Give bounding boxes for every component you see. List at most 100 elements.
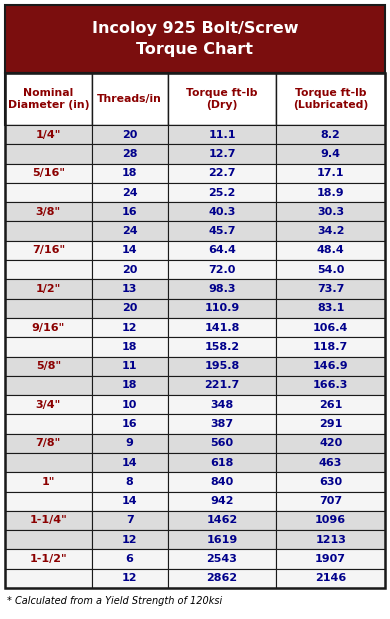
Text: 11: 11 [122,361,137,371]
Bar [5,125,92,144]
Text: 40.3: 40.3 [208,207,236,217]
Text: 348: 348 [210,400,234,410]
Bar [5,491,92,511]
Bar [92,530,168,550]
Bar [277,163,385,183]
Bar [277,434,385,453]
Text: 1": 1" [42,477,55,487]
Bar [168,530,277,550]
Bar [277,222,385,241]
Bar [168,376,277,395]
Text: 45.7: 45.7 [208,226,236,236]
Bar [277,376,385,395]
Text: 24: 24 [122,226,137,236]
Text: Torque ft-lb
(Dry): Torque ft-lb (Dry) [186,88,258,110]
Bar [168,453,277,472]
Text: 3/4": 3/4" [36,400,61,410]
Bar [168,395,277,414]
Bar [5,5,385,73]
Bar [92,73,168,125]
Text: 54.0: 54.0 [317,265,344,275]
Bar [168,222,277,241]
Text: 12.7: 12.7 [208,149,236,159]
Text: 8: 8 [126,477,133,487]
Bar [5,414,92,434]
Text: 16: 16 [122,419,137,429]
Text: Torque ft-lb
(Lubricated): Torque ft-lb (Lubricated) [293,88,368,110]
Bar [277,73,385,125]
Bar [5,73,385,588]
Bar [92,357,168,376]
Bar [5,163,92,183]
Text: 166.3: 166.3 [313,381,348,391]
Text: * Calculated from a Yield Strength of 120ksi: * Calculated from a Yield Strength of 12… [7,596,222,606]
Bar [277,530,385,550]
Bar [277,279,385,298]
Text: 1462: 1462 [206,516,238,526]
Text: 10: 10 [122,400,137,410]
Bar [5,241,92,260]
Text: 20: 20 [122,303,137,313]
Text: 2543: 2543 [207,554,238,564]
Bar [5,202,92,222]
Text: 20: 20 [122,265,137,275]
Bar [277,472,385,491]
Text: 18.9: 18.9 [317,188,344,197]
Text: 1/4": 1/4" [35,129,61,140]
Bar [92,569,168,588]
Text: 12: 12 [122,573,137,583]
Text: 2862: 2862 [206,573,238,583]
Bar [168,241,277,260]
Text: 11.1: 11.1 [208,129,236,140]
Bar [5,434,92,453]
Bar [5,73,92,125]
Bar [92,511,168,530]
Text: 9: 9 [126,438,134,448]
Text: 8.2: 8.2 [321,129,340,140]
Bar [277,202,385,222]
Bar [5,183,92,202]
Bar [277,125,385,144]
Text: 20: 20 [122,129,137,140]
Bar [277,395,385,414]
Text: 221.7: 221.7 [204,381,239,391]
Text: 1-1/2": 1-1/2" [30,554,67,564]
Text: 7/16": 7/16" [32,245,65,256]
Text: 14: 14 [122,457,137,467]
Text: 30.3: 30.3 [317,207,344,217]
Bar [92,395,168,414]
Bar [168,260,277,279]
Bar [5,511,92,530]
Bar [168,318,277,337]
Bar [168,298,277,318]
Bar [92,337,168,357]
Text: 2146: 2146 [315,573,346,583]
Bar [5,298,92,318]
Bar [168,163,277,183]
Text: 141.8: 141.8 [204,322,240,332]
Text: 14: 14 [122,245,137,256]
Text: 5/16": 5/16" [32,168,65,178]
Text: 9/16": 9/16" [32,322,65,332]
Text: 840: 840 [210,477,234,487]
Bar [168,472,277,491]
Bar [277,453,385,472]
Text: 98.3: 98.3 [208,284,236,294]
Text: 1213: 1213 [315,535,346,545]
Bar [92,550,168,569]
Text: 73.7: 73.7 [317,284,344,294]
Text: 6: 6 [126,554,134,564]
Text: 9.4: 9.4 [321,149,340,159]
Text: 195.8: 195.8 [204,361,239,371]
Bar [277,550,385,569]
Text: 12: 12 [122,322,137,332]
Text: 291: 291 [319,419,342,429]
Text: 18: 18 [122,342,137,352]
Bar [5,472,92,491]
Bar [92,318,168,337]
Text: Threads/in: Threads/in [97,94,162,104]
Bar [168,550,277,569]
Text: 18: 18 [122,381,137,391]
Bar [168,202,277,222]
Text: 3/8": 3/8" [36,207,61,217]
